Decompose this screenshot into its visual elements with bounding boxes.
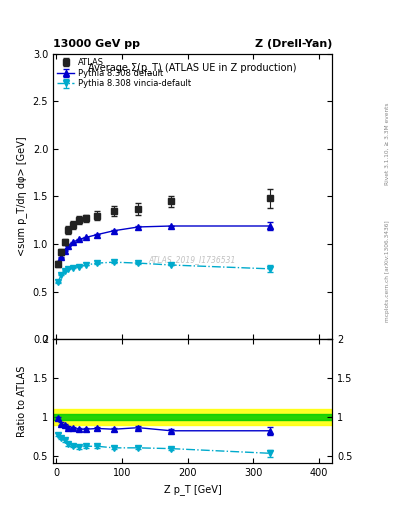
Y-axis label: <sum p_T/dη dφ> [GeV]: <sum p_T/dη dφ> [GeV]: [16, 137, 27, 257]
Text: Average Σ(p_T) (ATLAS UE in Z production): Average Σ(p_T) (ATLAS UE in Z production…: [88, 62, 297, 73]
Text: Rivet 3.1.10, ≥ 3.3M events: Rivet 3.1.10, ≥ 3.3M events: [385, 102, 389, 185]
Bar: [53, 409, 332, 424]
Bar: [53, 414, 332, 420]
Text: mcplots.cern.ch [arXiv:1306.3436]: mcplots.cern.ch [arXiv:1306.3436]: [385, 221, 389, 322]
X-axis label: Z p_T [GeV]: Z p_T [GeV]: [164, 484, 221, 495]
Text: ATLAS_2019_I1736531: ATLAS_2019_I1736531: [149, 255, 236, 264]
Text: 13000 GeV pp: 13000 GeV pp: [53, 38, 140, 49]
Text: Z (Drell-Yan): Z (Drell-Yan): [255, 38, 332, 49]
Legend: ATLAS, Pythia 8.308 default, Pythia 8.308 vincia-default: ATLAS, Pythia 8.308 default, Pythia 8.30…: [55, 56, 193, 90]
Y-axis label: Ratio to ATLAS: Ratio to ATLAS: [17, 366, 27, 437]
